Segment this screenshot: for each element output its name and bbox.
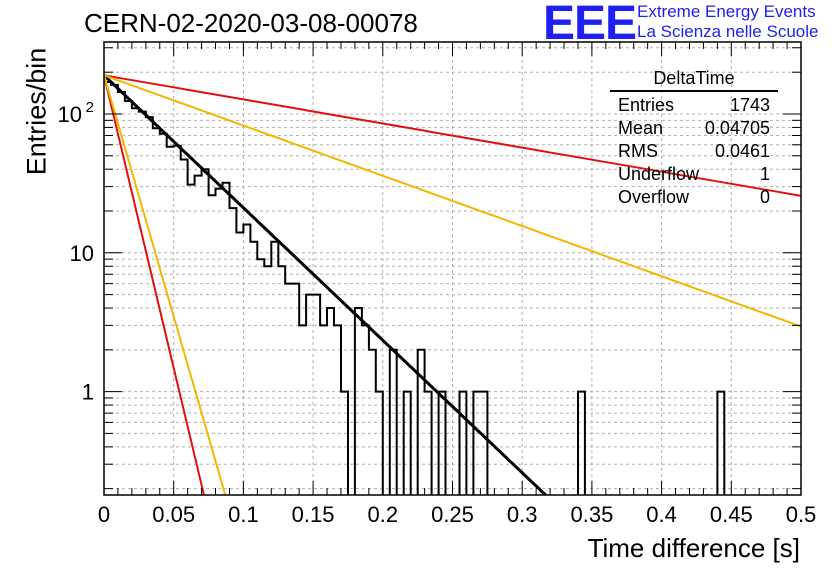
fit-curve-3: [104, 74, 801, 197]
x-tick-label: 0.4: [646, 502, 677, 527]
stats-label: Underflow: [618, 164, 700, 184]
stats-value: 0: [759, 187, 770, 207]
x-tick-label: 0.2: [368, 502, 399, 527]
fit-curve-4: [104, 74, 801, 328]
stats-row-rms: RMS 0.0461: [610, 140, 778, 163]
chart-title: CERN-02-2020-03-08-00078: [84, 8, 418, 38]
x-tick-label: 0.5: [786, 502, 817, 527]
x-tick-label: 0.15: [292, 502, 335, 527]
x-tick-label: 0.05: [152, 502, 195, 527]
stats-value: 1743: [729, 95, 770, 115]
x-tick-label: 0.25: [431, 502, 474, 527]
stats-label: Entries: [618, 95, 675, 115]
stats-row-overflow: Overflow 0: [610, 186, 778, 209]
histogram-outline: [104, 81, 726, 495]
stats-row-mean: Mean 0.04705: [610, 117, 778, 140]
fit-curve-0: [104, 74, 548, 495]
eee-logo-line1: Extreme Energy Events: [637, 2, 816, 21]
stats-title: DeltaTime: [610, 68, 778, 92]
stats-value: 0.0461: [714, 141, 770, 161]
stats-label: RMS: [618, 141, 658, 161]
y-tick-label: 10: [58, 102, 82, 127]
fit-curve-2: [104, 75, 227, 495]
x-tick-label: 0.35: [570, 502, 613, 527]
eee-logo-line2: La Scienza nelle Scuole: [637, 22, 819, 41]
y-tick-label: 10: [70, 241, 94, 266]
y-tick-label-exponent: 2: [86, 99, 94, 116]
stats-value: 0.04705: [704, 118, 770, 138]
y-axis-label: Entries/bin: [21, 47, 52, 176]
stats-value: 1: [759, 164, 770, 184]
x-tick-label: 0.3: [507, 502, 538, 527]
stats-row-entries: Entries 1743: [610, 94, 778, 117]
eee-logo: EEE: [543, 0, 637, 50]
x-axis-label: Time difference [s]: [587, 533, 800, 563]
x-tick-label: 0.45: [710, 502, 753, 527]
stats-row-underflow: Underflow 1: [610, 163, 778, 186]
x-tick-label: 0: [98, 502, 110, 527]
stats-label: Overflow: [618, 187, 690, 207]
fit-curve-1: [104, 75, 205, 495]
stats-label: Mean: [618, 118, 664, 138]
stats-box: DeltaTime Entries 1743 Mean 0.04705 RMS …: [610, 68, 778, 209]
y-tick-label: 1: [82, 380, 94, 405]
x-tick-label: 0.1: [228, 502, 259, 527]
